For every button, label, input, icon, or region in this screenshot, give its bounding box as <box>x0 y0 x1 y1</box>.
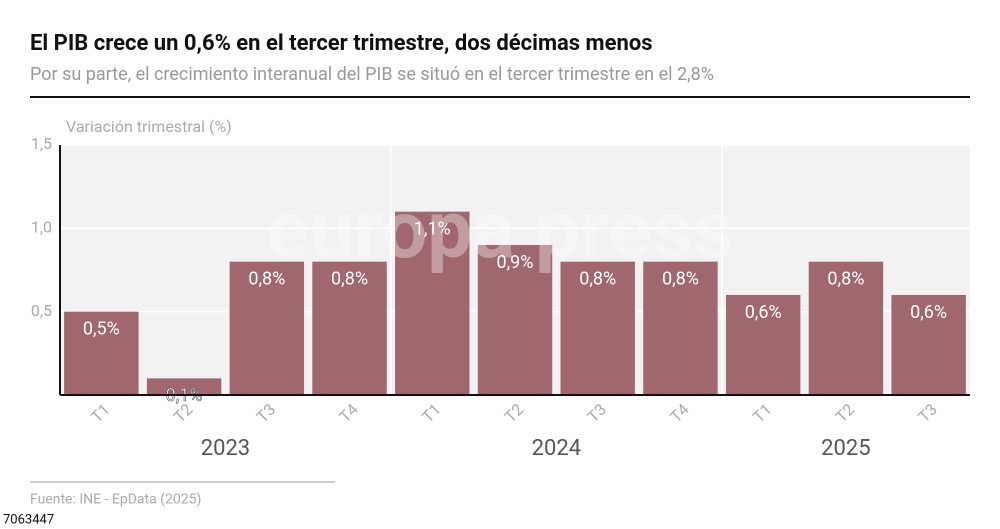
y-axis-title: Variación trimestral (%) <box>66 117 232 136</box>
x-tick-label: T1 <box>418 400 445 427</box>
bar <box>146 378 222 395</box>
bar <box>725 295 801 395</box>
data-label: 0,8% <box>331 268 368 289</box>
x-tick-label: T2 <box>501 400 528 427</box>
chart-title: El PIB crece un 0,6% en el tercer trimes… <box>30 31 653 56</box>
data-label: 0,8% <box>827 268 864 289</box>
bar <box>64 311 139 395</box>
bar <box>477 245 553 395</box>
bar <box>395 211 470 395</box>
group-label: 2024 <box>532 436 581 461</box>
bar <box>312 261 387 395</box>
bar <box>808 261 884 395</box>
data-label: 0,9% <box>497 252 534 273</box>
x-tick-label: T3 <box>914 400 941 427</box>
data-label: 0,6% <box>745 302 782 323</box>
data-label: 0,5% <box>83 318 120 339</box>
data-label: 0,8% <box>579 268 616 289</box>
group-label: 2023 <box>201 436 250 461</box>
x-tick-label: T2 <box>832 400 859 427</box>
id-background <box>0 510 62 529</box>
x-tick-label: T4 <box>666 400 693 427</box>
x-tick-label: T3 <box>253 400 280 427</box>
bar <box>560 261 635 395</box>
source: Fuente: INE - EpData (2025) <box>30 492 201 508</box>
y-tick-label: 0,5 <box>31 301 52 320</box>
y-tick-label: 1,5 <box>31 134 52 153</box>
x-tick-label: T1 <box>87 400 114 427</box>
image-id: 7063447 <box>3 512 54 527</box>
bar <box>643 261 718 395</box>
chart-subtitle: Por su parte, el crecimiento interanual … <box>30 64 714 85</box>
data-label: 0,8% <box>248 268 285 289</box>
data-label: 0,8% <box>662 268 699 289</box>
x-tick-label: T3 <box>584 400 611 427</box>
data-label: 0,6% <box>910 302 947 323</box>
x-tick-label: T1 <box>749 400 776 427</box>
y-tick-label: 1,0 <box>31 218 52 237</box>
x-tick-label: T4 <box>335 400 362 427</box>
watermark: europa press <box>266 183 734 277</box>
group-label: 2025 <box>821 436 870 461</box>
bar <box>229 261 305 395</box>
data-label: 1,1% <box>414 218 451 239</box>
bar <box>891 295 966 395</box>
